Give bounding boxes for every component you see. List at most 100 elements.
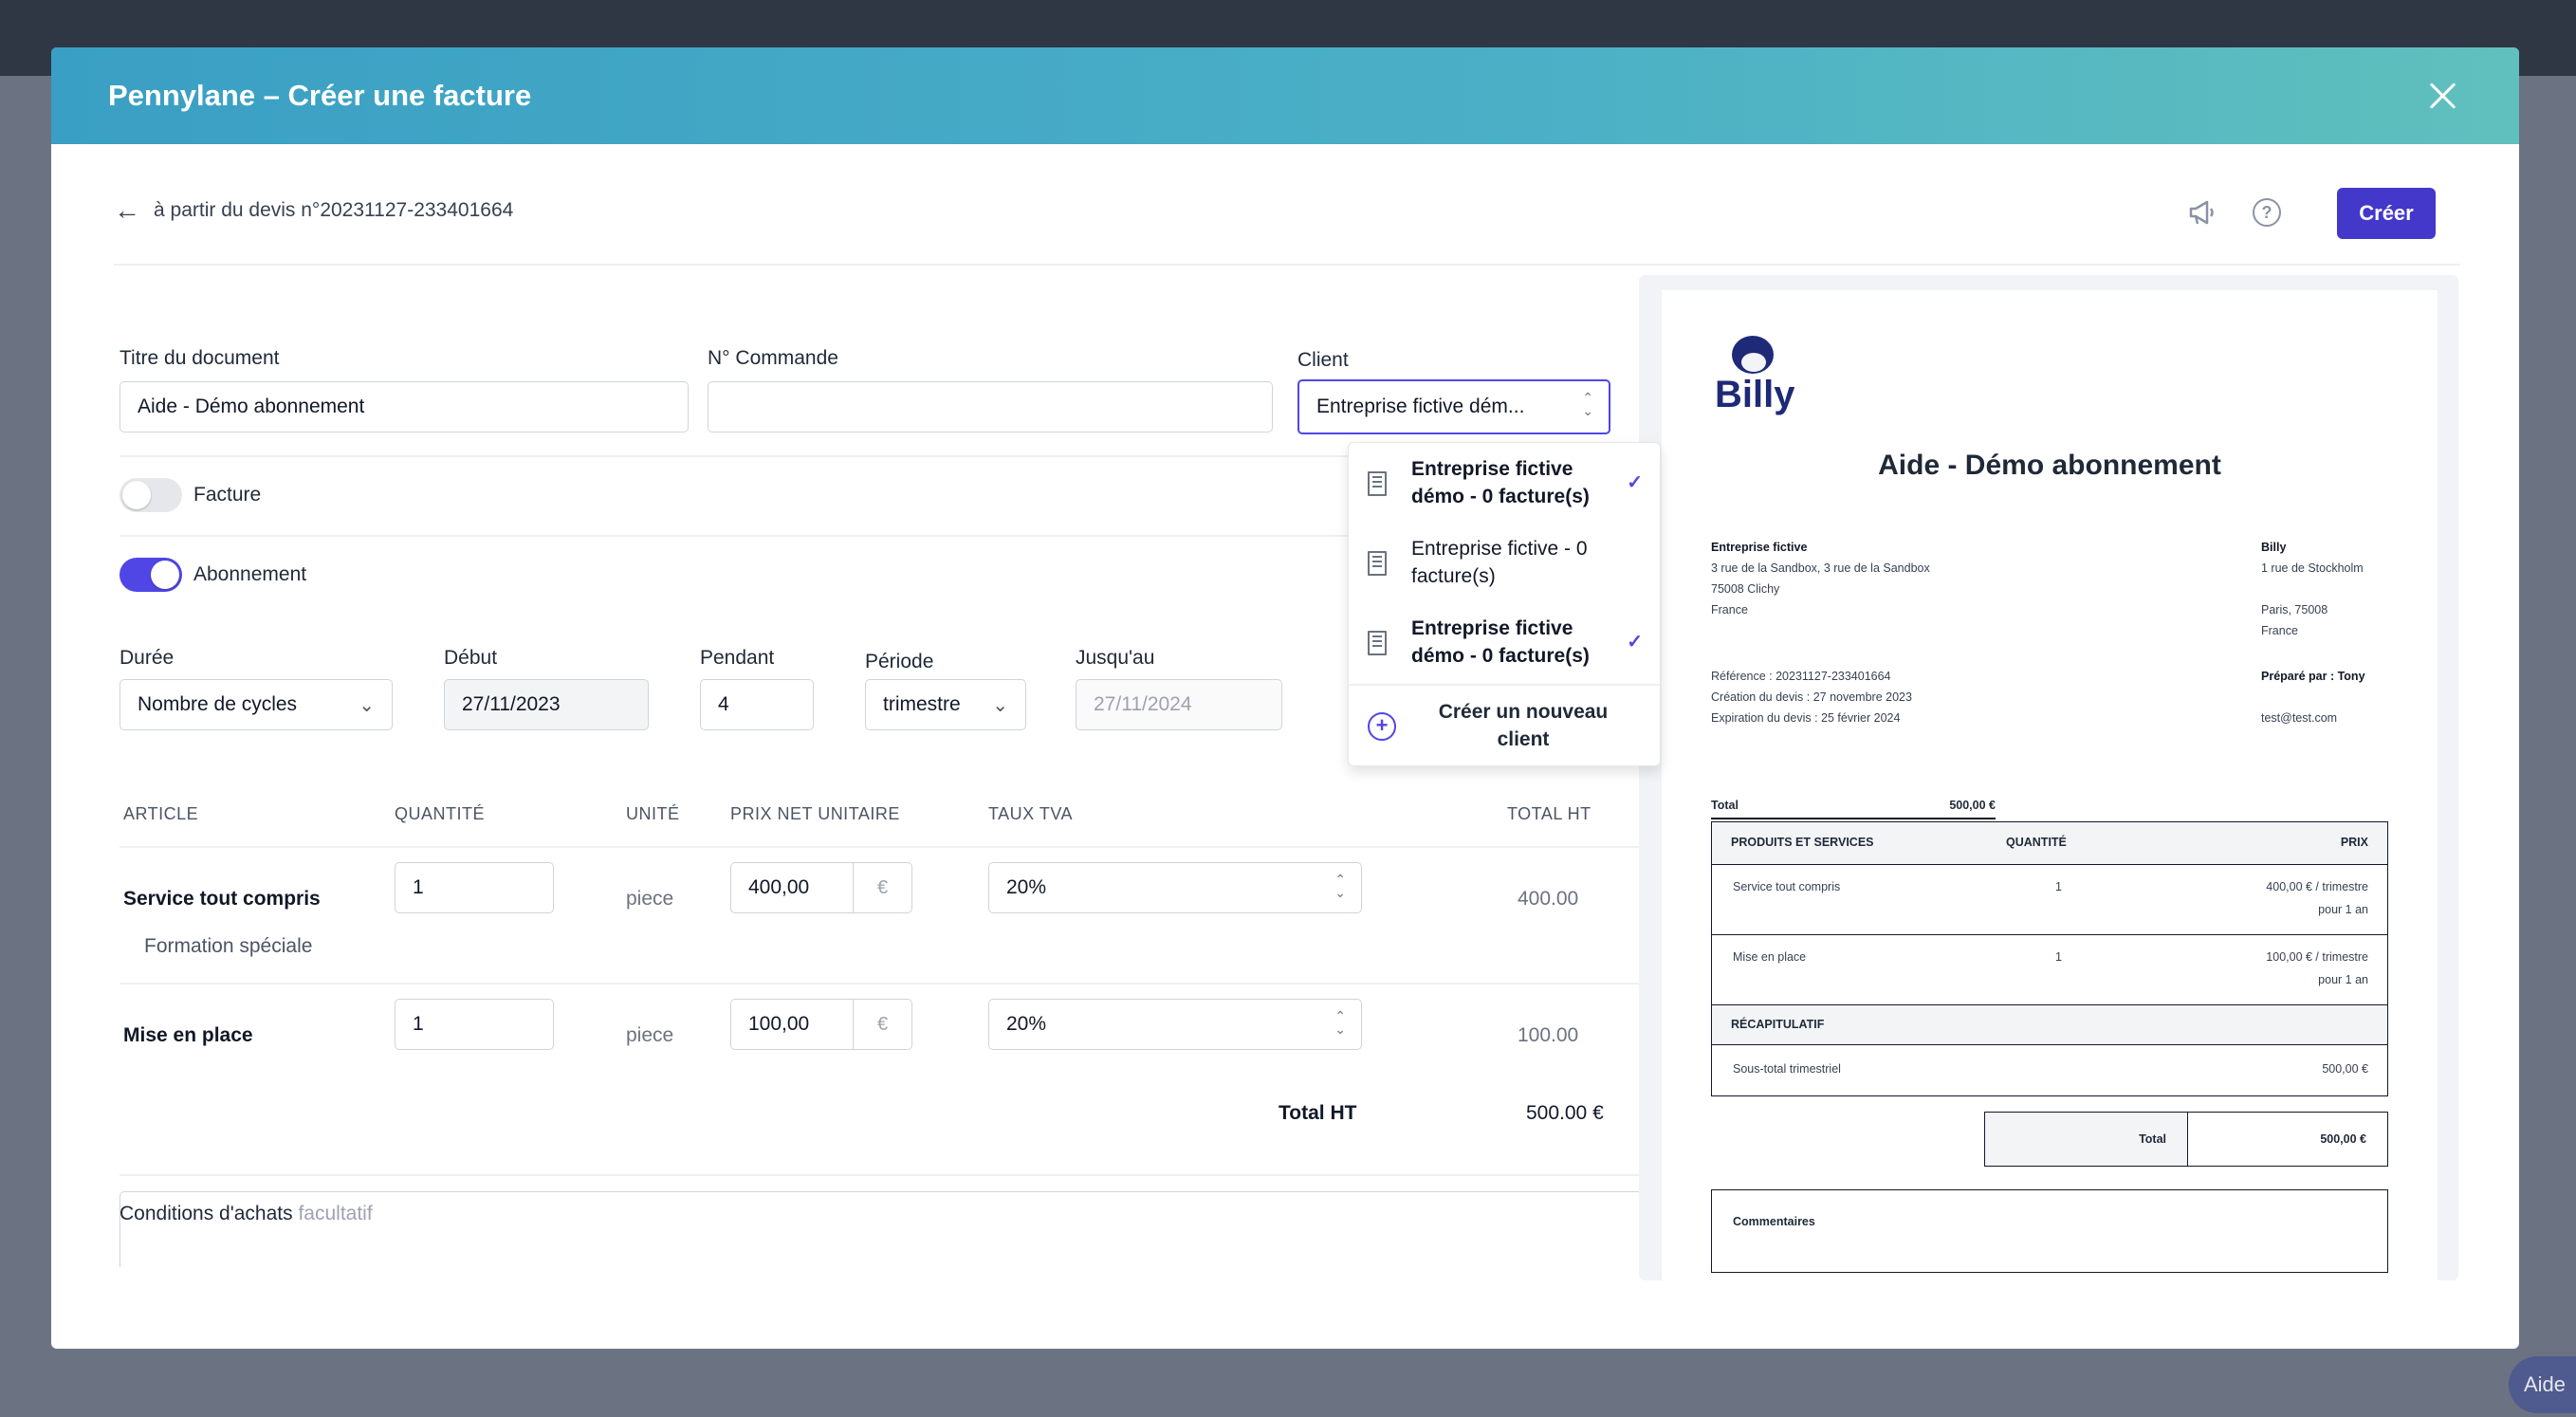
preview-grand-total: Total 500,00 €: [1984, 1112, 2388, 1167]
client-address1: 3 rue de la Sandbox, 3 rue de la Sandbox: [1711, 561, 1930, 575]
preview-row-price: 100,00 € / trimestre: [2266, 950, 2368, 964]
period-select[interactable]: trimestre ⌄: [865, 679, 1026, 730]
total-ht-label: Total HT: [1279, 1102, 1357, 1124]
background-help-button[interactable]: Aide: [2509, 1356, 2576, 1413]
back-link[interactable]: ← à partir du devis n°20231127-233401664: [114, 197, 513, 224]
client-option-line2: facture(s): [1411, 565, 1496, 587]
company-address2: Paris, 75008: [2261, 603, 2328, 616]
new-client-line1: Créer un nouveau: [1438, 701, 1609, 723]
preview-subtotal-value: 500,00 €: [2322, 1062, 2368, 1076]
client-option-line1: Entreprise fictive: [1411, 458, 1573, 480]
currency-addon: €: [854, 999, 912, 1050]
preview-header-products: PRODUITS ET SERVICES: [1731, 836, 1874, 849]
arrow-left-icon[interactable]: ←: [114, 195, 140, 225]
preview-row-qty: 1: [2055, 880, 2062, 893]
client-option[interactable]: Entreprise fictive - 0 facture(s): [1349, 523, 1660, 602]
help-circle-icon[interactable]: ?: [2248, 193, 2286, 231]
preview-comments-box: Commentaires: [1711, 1189, 2388, 1273]
invoice-form: Titre du document Aide - Démo abonnement…: [51, 266, 1664, 1301]
client-option-line2: démo - 0 facture(s): [1411, 645, 1590, 667]
start-date-input[interactable]: 27/11/2023: [444, 679, 649, 730]
preview-header-price: PRIX: [2340, 836, 2368, 849]
subscription-toggle[interactable]: [120, 558, 182, 592]
invoice-toggle-label: Facture: [193, 484, 262, 506]
building-icon: [1368, 551, 1387, 576]
item-name: Mise en place: [123, 1024, 253, 1046]
prepared-by: Préparé par : Tony: [2261, 670, 2365, 683]
column-header-quantity: QUANTITÉ: [395, 804, 486, 823]
vat-select[interactable]: 20% ⌃ ⌄: [988, 862, 1362, 913]
preview-grand-total-label: Total: [1985, 1113, 2188, 1166]
check-icon: ✓: [1627, 632, 1643, 653]
divider: [120, 535, 1660, 537]
company-name: Billy: [2261, 541, 2287, 554]
preview-row-name: Mise en place: [1733, 950, 1807, 964]
preview-row-price-period: pour 1 an: [2318, 973, 2368, 986]
conditions-label: Conditions d'achats facultatif: [120, 1203, 373, 1225]
create-button[interactable]: Créer: [2337, 188, 2436, 239]
client-country: France: [1711, 603, 1748, 616]
close-icon[interactable]: [2424, 77, 2462, 115]
until-date-input: 27/11/2024: [1076, 679, 1282, 730]
vat-select[interactable]: 20% ⌃ ⌄: [988, 999, 1362, 1050]
preview-header-quantity: QUANTITÉ: [2006, 836, 2067, 849]
preview-total-line: Total 500,00 €: [1711, 797, 1996, 819]
order-label: N° Commande: [708, 347, 838, 369]
preview-grand-total-value: 500,00 €: [2320, 1132, 2366, 1146]
preview-total-label: Total: [1711, 799, 1739, 812]
toolbar-divider: [114, 264, 2460, 266]
during-input[interactable]: 4: [700, 679, 814, 730]
item-description: Formation spéciale: [144, 935, 313, 957]
column-header-article: ARTICLE: [123, 804, 199, 823]
preview-table-row: Mise en place 1 100,00 € / trimestre pou…: [1712, 934, 2387, 1004]
duration-select[interactable]: Nombre de cycles ⌄: [120, 679, 393, 730]
preview-row-price-period: pour 1 an: [2318, 903, 2368, 916]
client-option[interactable]: Entreprise fictive démo - 0 facture(s) ✓: [1349, 602, 1660, 682]
quote-meta: Référence : 20231127-233401664 Création …: [1711, 666, 1912, 728]
megaphone-icon[interactable]: [2183, 193, 2221, 231]
preview-row-name: Service tout compris: [1733, 880, 1841, 893]
reference: Référence : 20231127-233401664: [1711, 670, 1891, 683]
updown-icon: ⌃ ⌄: [1334, 872, 1346, 900]
start-label: Début: [444, 647, 498, 669]
order-input[interactable]: [708, 381, 1273, 432]
client-option[interactable]: Entreprise fictive démo - 0 facture(s) ✓: [1349, 443, 1660, 523]
price-input[interactable]: 400,00: [730, 862, 854, 913]
divider: [120, 1174, 1660, 1176]
back-link-text[interactable]: à partir du devis n°20231127-233401664: [154, 199, 514, 221]
table-divider: [120, 983, 1660, 985]
client-select-value: Entreprise fictive dém...: [1316, 396, 1525, 417]
title-input[interactable]: Aide - Démo abonnement: [120, 381, 689, 432]
client-select[interactable]: Entreprise fictive dém... ⌃ ⌄: [1297, 379, 1610, 434]
quantity-input[interactable]: 1: [395, 999, 554, 1050]
column-header-vat: TAUX TVA: [988, 804, 1074, 823]
preview-recap-label: RÉCAPITULATIF: [1731, 1018, 1825, 1031]
preview-comments-label: Commentaires: [1733, 1215, 1815, 1228]
price-input[interactable]: 100,00: [730, 999, 854, 1050]
table-divider: [120, 846, 1660, 848]
building-icon: [1368, 631, 1387, 655]
company-address1: 1 rue de Stockholm: [2261, 561, 2364, 575]
create-new-client-option[interactable]: + Créer un nouveau client: [1349, 686, 1660, 765]
currency-addon: €: [854, 862, 912, 913]
conditions-textarea[interactable]: [120, 1191, 1660, 1267]
preview-row-price: 400,00 € / trimestre: [2266, 880, 2368, 893]
plus-circle-icon: +: [1368, 712, 1396, 741]
optional-hint: facultatif: [298, 1203, 373, 1224]
preview-subtotal-label: Sous-total trimestriel: [1733, 1062, 1841, 1076]
preview-products-table: PRODUITS ET SERVICES QUANTITÉ PRIX Servi…: [1711, 821, 2388, 1096]
vat-select-value: 20%: [1006, 876, 1047, 898]
invoice-toggle[interactable]: [120, 478, 182, 512]
building-icon: [1368, 471, 1387, 496]
preview-title: Aide - Démo abonnement: [1878, 450, 2221, 481]
quantity-input[interactable]: 1: [395, 862, 554, 913]
during-label: Pendant: [700, 647, 775, 669]
create-invoice-modal: Pennylane – Créer une facture ← à partir…: [51, 47, 2519, 1349]
updown-icon: ⌃ ⌄: [1334, 1008, 1346, 1037]
toolbar: ← à partir du devis n°20231127-233401664…: [51, 144, 2519, 266]
preview-total-value: 500,00 €: [1949, 799, 1996, 812]
client-option-line1: Entreprise fictive: [1411, 617, 1573, 639]
client-option-line2: démo - 0 facture(s): [1411, 486, 1590, 507]
title-label: Titre du document: [120, 347, 280, 369]
conditions-label-text: Conditions d'achats: [120, 1203, 293, 1224]
